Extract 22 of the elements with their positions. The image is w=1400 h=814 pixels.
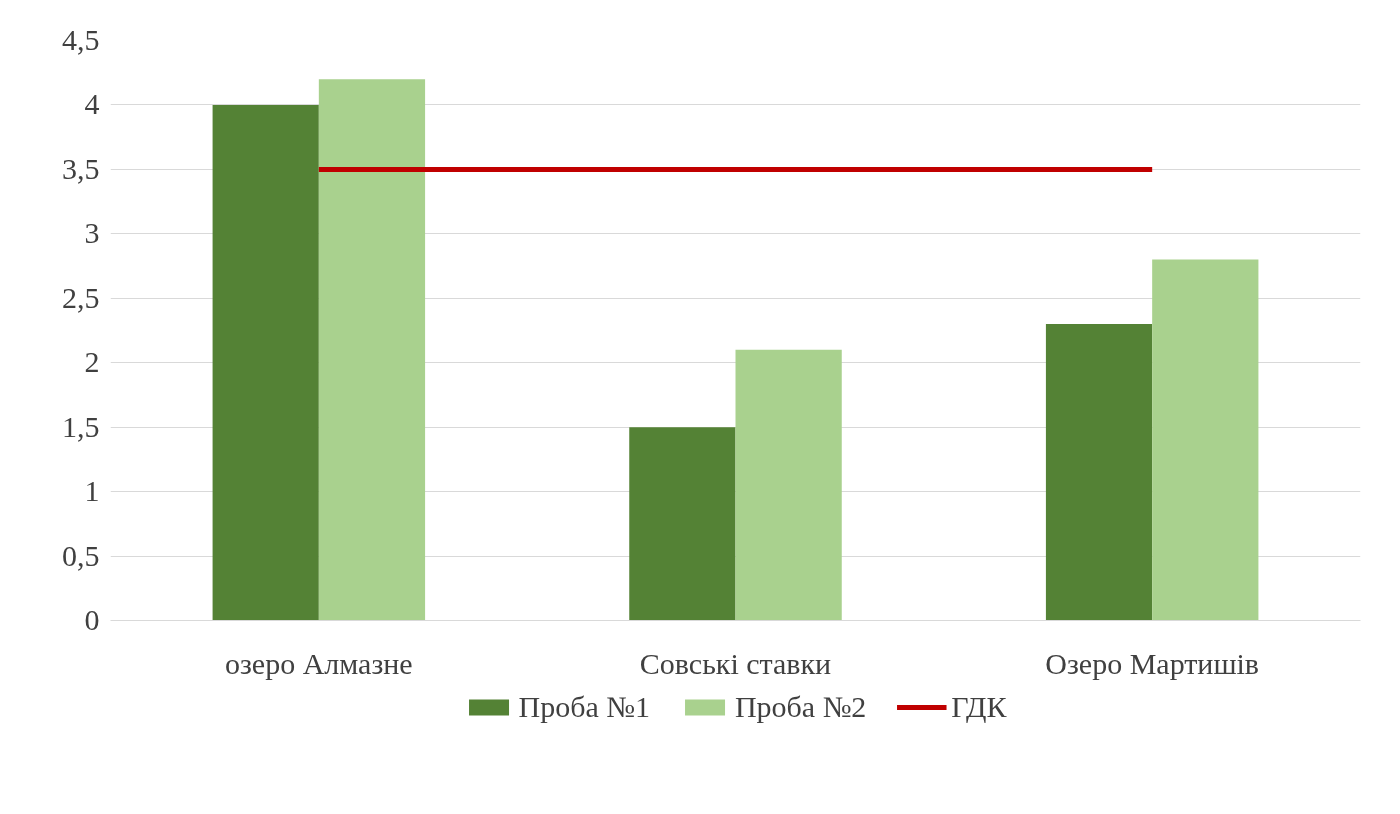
y-tick-label: 0,5 [62,538,100,572]
y-tick-label: 1,5 [62,409,100,443]
y-tick-label: 3,5 [62,151,100,185]
legend-label: Проба №1 [518,690,650,724]
bar [212,104,319,621]
bar [1045,324,1153,621]
bar [318,79,426,621]
y-tick-label: 3 [84,216,100,250]
y-tick-label: 1 [84,474,100,508]
y-tick-label: 0 [84,603,100,636]
legend-label: Проба №2 [734,690,867,724]
x-tick-label: Озеро Мартишів [1045,646,1260,680]
x-tick-label: озеро Алмазне [225,646,413,680]
bar [1152,259,1259,621]
y-tick-label: 4 [84,87,100,121]
legend-label: ГДК [951,690,1007,724]
y-tick-label: 4,5 [62,23,100,56]
bar [735,349,842,621]
bar [629,427,736,621]
y-tick-label: 2 [84,345,100,379]
y-tick-label: 2,5 [62,280,100,314]
x-tick-label: Совські ставки [639,646,832,680]
